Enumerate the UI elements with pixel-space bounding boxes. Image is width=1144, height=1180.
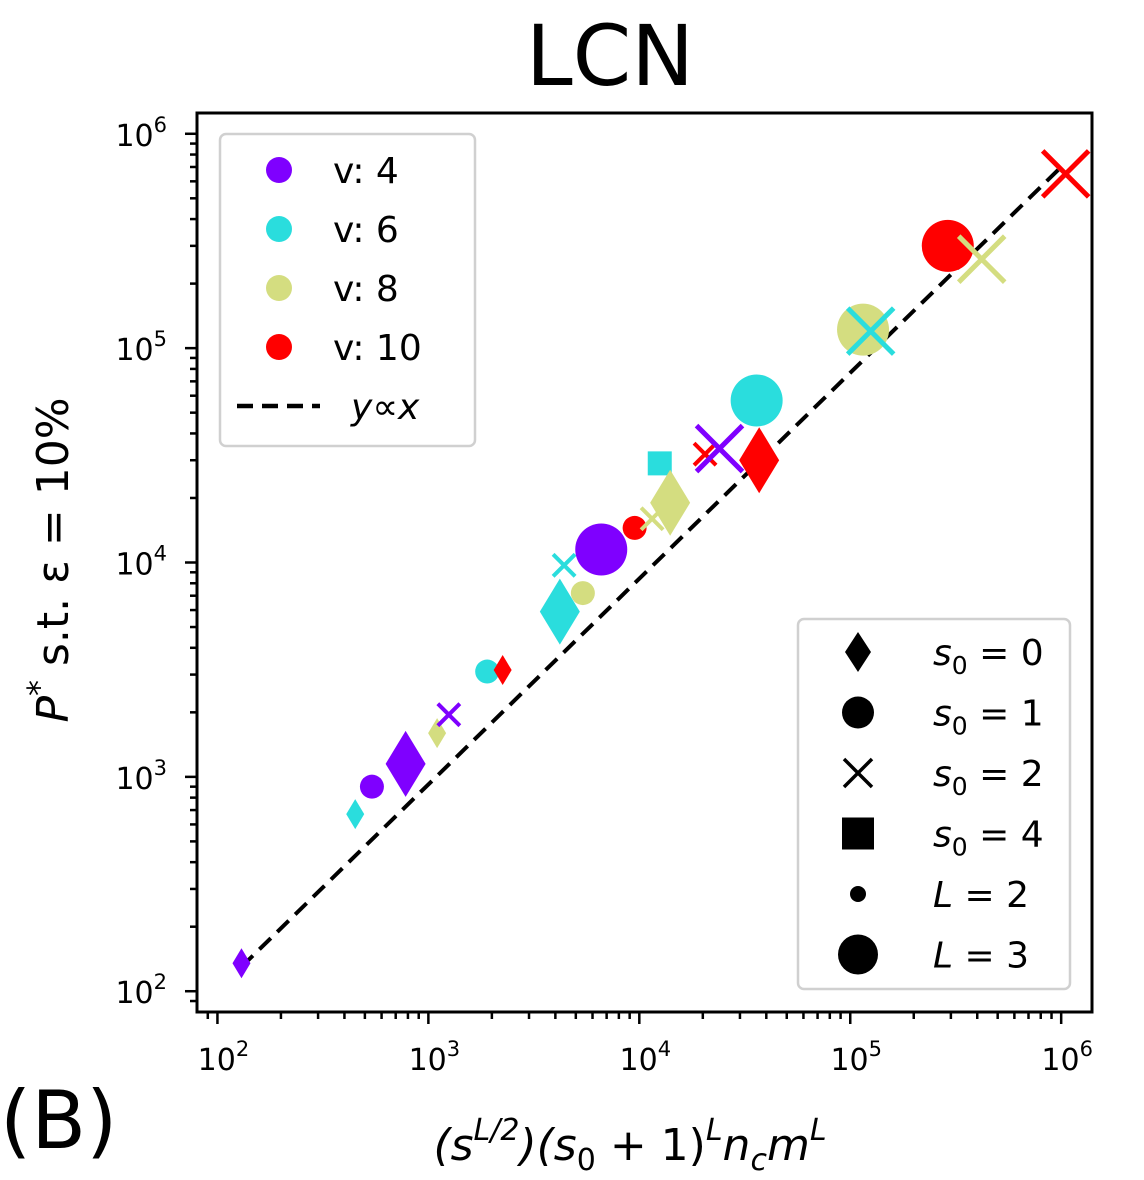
x-tick-label: 102	[198, 1037, 250, 1078]
marker-legend: s0 = 0 s0 = 1 s0 = 2 s0 = 4 L = 2 L = 3	[796, 617, 1072, 991]
chart-title: LCN	[526, 7, 694, 105]
legend-marker-label: L = 3	[933, 936, 1029, 977]
point-v10-s0-2-L3	[1040, 149, 1091, 199]
point-v10-s0-1-L3	[921, 219, 974, 272]
x-tick-label: 106	[1041, 1037, 1093, 1078]
point-v10-s0-1-L2	[622, 515, 647, 540]
point-v6-s0-2-L3	[845, 306, 896, 356]
y-tick-label: 104	[115, 542, 167, 583]
y-tick-label: 105	[115, 327, 167, 368]
point-v8-s0-1-L3	[837, 303, 890, 356]
legend-marker-diamond	[845, 632, 871, 672]
legend-color-swatch	[266, 216, 292, 242]
point-v10-s0-0-L3	[739, 427, 780, 494]
y-tick-label: 102	[115, 970, 167, 1011]
legend-color-label: v: 10	[333, 328, 422, 369]
y-tick-label: 103	[115, 756, 167, 797]
data-points	[232, 149, 1091, 979]
point-v6-s0-0-L3	[539, 578, 580, 645]
x-tick-label: 105	[830, 1037, 882, 1078]
y-tick-label: 106	[115, 113, 167, 154]
legend-marker-label: L = 2	[933, 875, 1029, 916]
plot-frame	[195, 111, 1094, 1014]
legend-marker-big-dot	[838, 934, 878, 975]
color-legend: v: 4 v: 6 v: 8 v: 10 y∝x	[218, 132, 477, 448]
point-v8-s0-0-L3	[650, 469, 691, 536]
point-v6-s0-1-L2	[475, 659, 500, 684]
legend-marker-label: s0 = 2	[933, 754, 1044, 801]
point-v8-s0-2-L3	[956, 234, 1007, 284]
x-tick-label: 104	[620, 1037, 672, 1078]
legend-marker-x	[842, 757, 874, 789]
point-v6-s0-1-L3	[730, 374, 783, 427]
point-v4-s0-2-L3	[694, 423, 745, 474]
fit-line	[240, 165, 1063, 969]
legend-color-swatch	[266, 157, 292, 183]
legend-marker-small-dot	[850, 886, 866, 902]
point-v4-s0-2-L2	[436, 702, 462, 728]
point-v6-s0-4-L2	[647, 451, 672, 476]
point-v10-s0-2-L2	[692, 441, 718, 467]
point-v6-s0-0-L2	[346, 799, 365, 830]
point-v6-s0-2-L2	[551, 552, 577, 578]
point-v4-s0-1-L3	[575, 523, 628, 576]
point-v4-s0-1-L2	[359, 774, 384, 799]
legend-color-swatch	[266, 334, 292, 360]
legend-marker-label: s0 = 4	[933, 815, 1044, 862]
legend-color-label: v: 4	[333, 151, 399, 192]
legend-color-swatch	[266, 275, 292, 301]
legend-color-label: v: 8	[333, 269, 399, 310]
major-ticks	[185, 132, 1063, 1024]
point-v4-s0-0-L2	[232, 948, 251, 979]
legend-marker-square	[842, 817, 874, 850]
point-v4-s0-0-L3	[385, 730, 426, 797]
y-axis-label: P* s.t. ε = 10%	[20, 397, 79, 722]
point-v10-s0-0-L2	[493, 655, 512, 686]
legend-fit-label: y∝x	[350, 387, 420, 428]
tick-labels: 102 103 104 105 106 102 103 104 105 106	[115, 113, 1093, 1078]
panel-label: (B)	[0, 1074, 117, 1167]
x-tick-label: 103	[409, 1037, 461, 1078]
point-v8-s0-0-L2	[428, 718, 447, 749]
legend-marker-label: s0 = 0	[933, 633, 1044, 680]
color-legend-box	[218, 132, 477, 448]
legend-marker-circle	[842, 696, 874, 729]
marker-legend-box	[796, 617, 1072, 991]
legend-marker-label: s0 = 1	[933, 694, 1044, 741]
legend-color-label: v: 6	[333, 210, 399, 251]
x-axis-label: (sL/2)(s0 + 1)LncmL	[433, 1113, 826, 1178]
point-v8-s0-1-L2	[570, 581, 595, 606]
